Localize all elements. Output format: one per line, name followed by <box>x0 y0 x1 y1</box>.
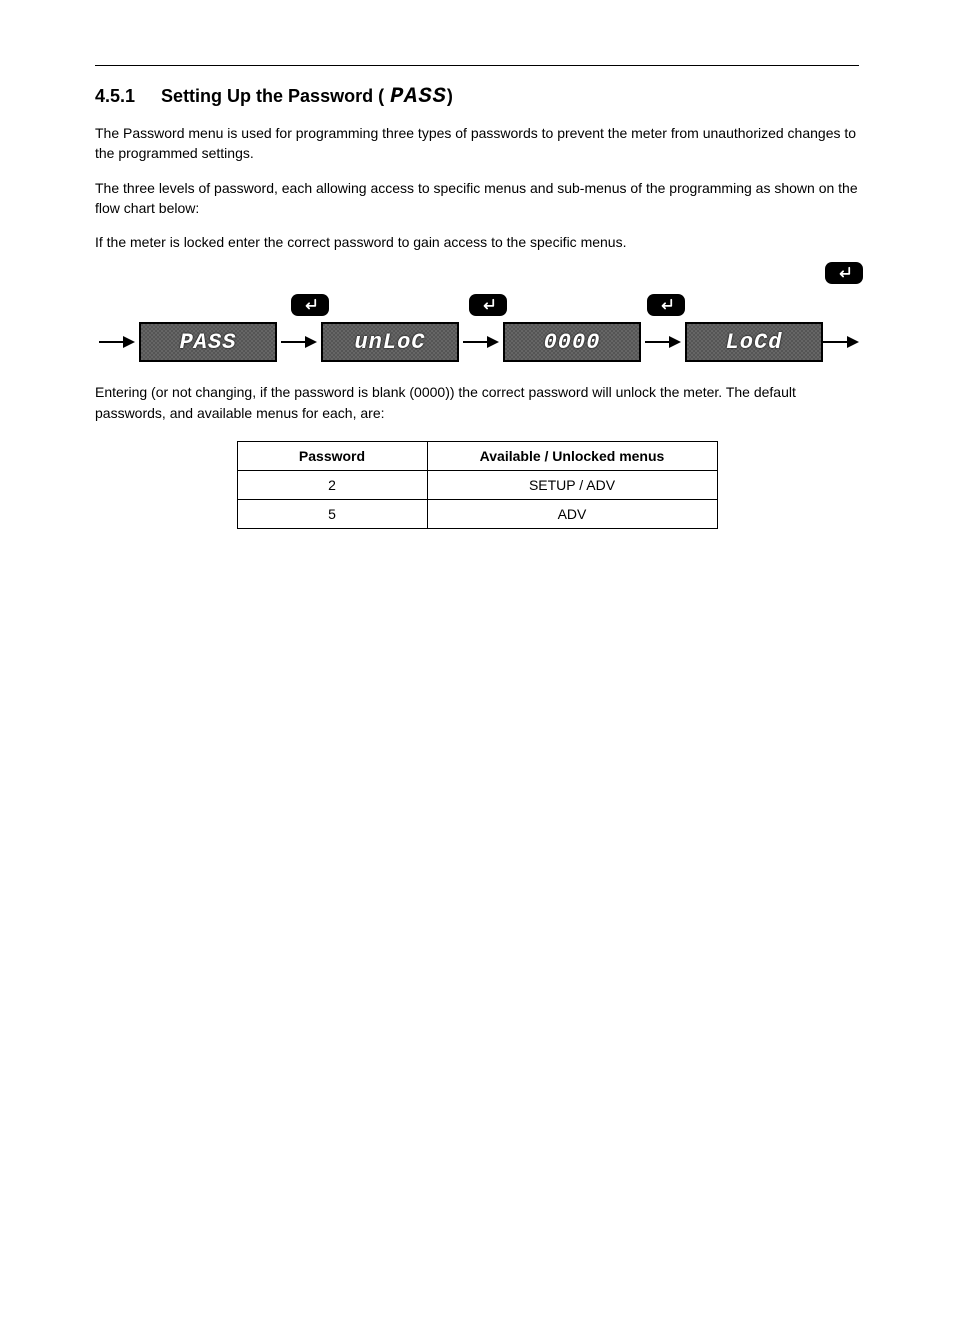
arrow-icon <box>459 336 503 348</box>
enter-icon <box>469 294 507 316</box>
seg-box-label: LoCd <box>726 330 783 355</box>
seg-box-label: PASS <box>180 330 237 355</box>
note-paragraph: Entering (or not changing, if the passwo… <box>95 382 859 423</box>
intro-paragraph-1: The Password menu is used for programmin… <box>95 123 859 164</box>
seg-box-pass: PASS <box>139 322 277 362</box>
section-heading: 4.5.1 Setting Up the Password ( PASS) <box>95 84 859 109</box>
seg-box-label: 0000 <box>544 330 601 355</box>
enter-icon-row <box>95 294 859 316</box>
heading-seg: PASS <box>390 84 447 109</box>
arrow-icon <box>95 336 139 348</box>
enter-icon <box>291 294 329 316</box>
seg-box-unloc: unLoC <box>321 322 459 362</box>
enter-icon <box>825 262 863 284</box>
heading-number: 4.5.1 <box>95 86 135 107</box>
table-row: 5 ADV <box>237 500 717 529</box>
arrow-icon <box>641 336 685 348</box>
table-cell-access: SETUP / ADV <box>427 471 717 500</box>
arrow-icon <box>823 336 859 348</box>
top-rule <box>95 65 859 66</box>
seg-box-locd: LoCd <box>685 322 823 362</box>
enter-icon <box>647 294 685 316</box>
seg-box-label: unLoC <box>354 330 425 355</box>
table-cell-access: ADV <box>427 500 717 529</box>
intro-paragraph-2: The three levels of password, each allow… <box>95 178 859 219</box>
table-cell-password: 2 <box>237 471 427 500</box>
table-row: 2 SETUP / ADV <box>237 471 717 500</box>
heading-text-close: ) <box>447 86 453 106</box>
table-header-password: Password <box>237 442 427 471</box>
table-cell-password: 5 <box>237 500 427 529</box>
flow-diagram: PASS unLoC 0000 LoCd <box>95 322 859 362</box>
heading-text-label: Setting Up the Password ( <box>161 86 384 106</box>
table-header-row: Password Available / Unlocked menus <box>237 442 717 471</box>
table-header-access: Available / Unlocked menus <box>427 442 717 471</box>
arrow-icon <box>277 336 321 348</box>
heading-text: Setting Up the Password ( PASS) <box>161 84 453 109</box>
seg-box-value: 0000 <box>503 322 641 362</box>
intro-paragraph-3: If the meter is locked enter the correct… <box>95 232 859 252</box>
password-table: Password Available / Unlocked menus 2 SE… <box>237 441 718 529</box>
